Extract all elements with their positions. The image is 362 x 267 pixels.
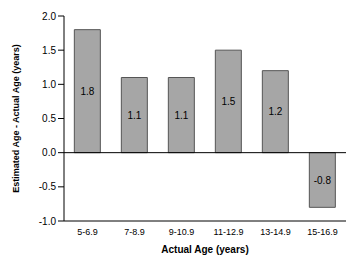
svg-text:Actual Age (years): Actual Age (years) xyxy=(161,244,248,255)
svg-text:1.1: 1.1 xyxy=(174,110,188,121)
svg-text:1.5: 1.5 xyxy=(221,96,235,107)
svg-text:5-6.9: 5-6.9 xyxy=(77,227,98,237)
svg-text:1.8: 1.8 xyxy=(80,86,94,97)
svg-text:7-8.9: 7-8.9 xyxy=(124,227,145,237)
svg-text:2.0: 2.0 xyxy=(42,11,56,22)
svg-text:11-12.9: 11-12.9 xyxy=(214,227,244,237)
svg-text:1.2: 1.2 xyxy=(268,106,282,117)
svg-text:13-14.9: 13-14.9 xyxy=(260,227,291,237)
svg-text:-1.0: -1.0 xyxy=(39,216,57,227)
svg-text:9-10.9: 9-10.9 xyxy=(169,227,195,237)
svg-text:1.5: 1.5 xyxy=(42,45,56,56)
svg-text:0.0: 0.0 xyxy=(42,147,56,158)
svg-text:1.1: 1.1 xyxy=(127,110,141,121)
svg-text:1.0: 1.0 xyxy=(42,79,56,90)
svg-text:0.5: 0.5 xyxy=(42,113,56,124)
svg-text:15-16.9: 15-16.9 xyxy=(307,227,338,237)
svg-text:-0.8: -0.8 xyxy=(314,175,332,186)
svg-text:Estimated Age - Actual Age (ye: Estimated Age - Actual Age (years) xyxy=(11,44,21,193)
svg-text:-0.5: -0.5 xyxy=(39,181,57,192)
